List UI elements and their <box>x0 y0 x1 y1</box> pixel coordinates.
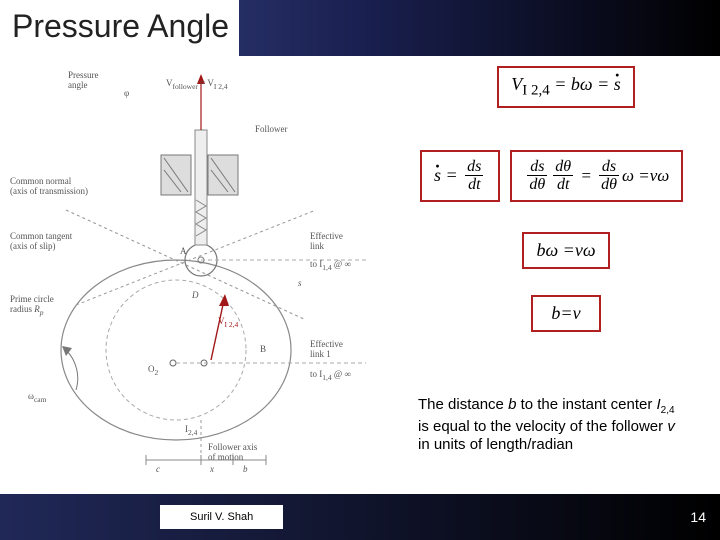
label-common-tangent: Common tangent(axis of slip) <box>10 231 72 251</box>
label-effective-link-bottom: Effectivelink 1 <box>310 339 343 359</box>
label-follower-axis: Follower axisof motion <box>208 442 257 462</box>
footer-bar: Suril V. Shah 14 <box>0 494 720 540</box>
equation-2: s = dsdt <box>420 150 500 202</box>
label-pressure-angle: Pressureangle <box>68 70 99 90</box>
label-A: A <box>180 246 187 256</box>
equation-4: bω = vω <box>522 232 609 269</box>
equation-3: dsdθ dθdt = dsdθ ω = vω <box>510 150 683 202</box>
label-effective-link-top: Effectivelink <box>310 231 343 251</box>
label-prime-circle: Prime circleradius Rp <box>10 294 54 317</box>
label-phi: φ <box>124 88 129 98</box>
label-b: b <box>243 464 248 474</box>
label-to-I14-top: to I1,4 @ ∞ <box>310 259 351 272</box>
slide-title: Pressure Angle <box>0 0 239 56</box>
equation-5: b = v <box>531 295 600 332</box>
label-I24: I2,4 <box>185 424 197 437</box>
label-B: B <box>260 344 266 354</box>
label-D: D <box>192 290 199 300</box>
label-follower: Follower <box>255 124 288 134</box>
label-omega-cam: ωcam <box>28 391 46 404</box>
slide-content: Pressureangle φ Vfollower = VI 2,4 Follo… <box>0 56 720 494</box>
footer-page-number: 14 <box>690 509 706 525</box>
label-to-I14-bottom: to I1,4 @ ∞ <box>310 369 351 382</box>
label-c: c <box>156 464 160 474</box>
label-s: s <box>298 278 302 288</box>
label-common-normal: Common normal(axis of transmission) <box>10 176 88 196</box>
footer-author: Suril V. Shah <box>160 505 283 529</box>
label-vfollower: Vfollower = VI 2,4 <box>166 78 228 91</box>
equations-area: VI 2,4 = bω = s s = dsdt dsdθ dθdt = dsd… <box>420 66 712 344</box>
label-x: x <box>210 464 214 474</box>
equation-1: VI 2,4 = bω = s <box>497 66 635 108</box>
caption-text: The distance b to the instant center I2,… <box>418 396 714 455</box>
label-VI24: VI 2,4 <box>218 316 238 329</box>
label-O2: O2 <box>148 364 158 377</box>
